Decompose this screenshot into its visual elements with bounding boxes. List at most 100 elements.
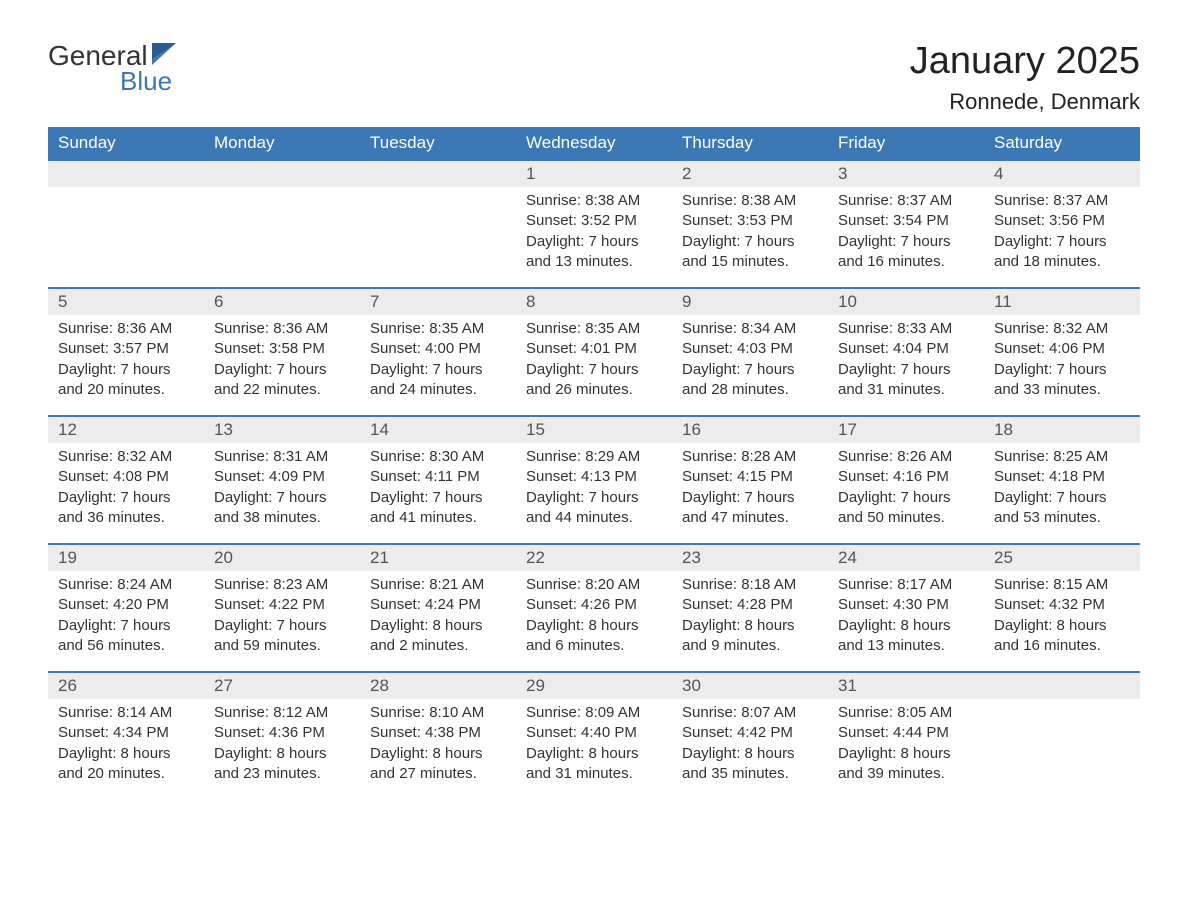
daylight-line: Daylight: 8 hours and 20 minutes. <box>58 744 194 785</box>
daylight-line: Daylight: 7 hours and 22 minutes. <box>214 360 350 401</box>
day-cell: 6Sunrise: 8:36 AMSunset: 3:58 PMDaylight… <box>204 288 360 416</box>
sunrise-line: Sunrise: 8:05 AM <box>838 703 974 723</box>
day-number: 26 <box>48 673 204 699</box>
day-cell: 22Sunrise: 8:20 AMSunset: 4:26 PMDayligh… <box>516 544 672 672</box>
day-number: 27 <box>204 673 360 699</box>
day-body: Sunrise: 8:32 AMSunset: 4:08 PMDaylight:… <box>48 443 204 536</box>
daylight-line: Daylight: 7 hours and 50 minutes. <box>838 488 974 529</box>
sunset-line: Sunset: 4:06 PM <box>994 339 1130 359</box>
day-cell: 19Sunrise: 8:24 AMSunset: 4:20 PMDayligh… <box>48 544 204 672</box>
sunrise-line: Sunrise: 8:18 AM <box>682 575 818 595</box>
sunrise-line: Sunrise: 8:37 AM <box>994 191 1130 211</box>
daylight-line: Daylight: 7 hours and 44 minutes. <box>526 488 662 529</box>
sunset-line: Sunset: 3:53 PM <box>682 211 818 231</box>
day-number: 30 <box>672 673 828 699</box>
daylight-line: Daylight: 7 hours and 59 minutes. <box>214 616 350 657</box>
sunset-line: Sunset: 4:40 PM <box>526 723 662 743</box>
sunset-line: Sunset: 4:30 PM <box>838 595 974 615</box>
day-cell: 10Sunrise: 8:33 AMSunset: 4:04 PMDayligh… <box>828 288 984 416</box>
sunrise-line: Sunrise: 8:32 AM <box>994 319 1130 339</box>
sunset-line: Sunset: 4:15 PM <box>682 467 818 487</box>
day-header: Monday <box>204 127 360 160</box>
day-body: Sunrise: 8:32 AMSunset: 4:06 PMDaylight:… <box>984 315 1140 408</box>
sunrise-line: Sunrise: 8:12 AM <box>214 703 350 723</box>
day-cell <box>204 160 360 288</box>
sunset-line: Sunset: 4:16 PM <box>838 467 974 487</box>
day-body: Sunrise: 8:26 AMSunset: 4:16 PMDaylight:… <box>828 443 984 536</box>
day-cell: 29Sunrise: 8:09 AMSunset: 4:40 PMDayligh… <box>516 672 672 800</box>
sunset-line: Sunset: 4:44 PM <box>838 723 974 743</box>
day-cell: 7Sunrise: 8:35 AMSunset: 4:00 PMDaylight… <box>360 288 516 416</box>
day-body: Sunrise: 8:35 AMSunset: 4:00 PMDaylight:… <box>360 315 516 408</box>
sunset-line: Sunset: 4:36 PM <box>214 723 350 743</box>
day-body: Sunrise: 8:36 AMSunset: 3:58 PMDaylight:… <box>204 315 360 408</box>
day-body: Sunrise: 8:25 AMSunset: 4:18 PMDaylight:… <box>984 443 1140 536</box>
day-cell: 4Sunrise: 8:37 AMSunset: 3:56 PMDaylight… <box>984 160 1140 288</box>
day-cell: 30Sunrise: 8:07 AMSunset: 4:42 PMDayligh… <box>672 672 828 800</box>
daylight-line: Daylight: 7 hours and 31 minutes. <box>838 360 974 401</box>
day-cell: 12Sunrise: 8:32 AMSunset: 4:08 PMDayligh… <box>48 416 204 544</box>
daylight-line: Daylight: 7 hours and 16 minutes. <box>838 232 974 273</box>
day-body: Sunrise: 8:10 AMSunset: 4:38 PMDaylight:… <box>360 699 516 792</box>
day-number: 1 <box>516 161 672 187</box>
daylight-line: Daylight: 7 hours and 33 minutes. <box>994 360 1130 401</box>
sunset-line: Sunset: 4:04 PM <box>838 339 974 359</box>
sunrise-line: Sunrise: 8:37 AM <box>838 191 974 211</box>
day-cell: 9Sunrise: 8:34 AMSunset: 4:03 PMDaylight… <box>672 288 828 416</box>
sunrise-line: Sunrise: 8:14 AM <box>58 703 194 723</box>
day-number: 12 <box>48 417 204 443</box>
daylight-line: Daylight: 8 hours and 13 minutes. <box>838 616 974 657</box>
week-row: 1Sunrise: 8:38 AMSunset: 3:52 PMDaylight… <box>48 160 1140 288</box>
day-number: 31 <box>828 673 984 699</box>
day-body: Sunrise: 8:38 AMSunset: 3:53 PMDaylight:… <box>672 187 828 280</box>
day-cell: 23Sunrise: 8:18 AMSunset: 4:28 PMDayligh… <box>672 544 828 672</box>
daylight-line: Daylight: 7 hours and 24 minutes. <box>370 360 506 401</box>
day-number <box>984 673 1140 699</box>
day-number: 6 <box>204 289 360 315</box>
daylight-line: Daylight: 7 hours and 53 minutes. <box>994 488 1130 529</box>
daylight-line: Daylight: 8 hours and 27 minutes. <box>370 744 506 785</box>
sunset-line: Sunset: 4:22 PM <box>214 595 350 615</box>
day-cell: 26Sunrise: 8:14 AMSunset: 4:34 PMDayligh… <box>48 672 204 800</box>
day-number: 25 <box>984 545 1140 571</box>
day-number: 10 <box>828 289 984 315</box>
day-body: Sunrise: 8:30 AMSunset: 4:11 PMDaylight:… <box>360 443 516 536</box>
day-number: 20 <box>204 545 360 571</box>
day-number: 17 <box>828 417 984 443</box>
day-body: Sunrise: 8:38 AMSunset: 3:52 PMDaylight:… <box>516 187 672 280</box>
day-header: Tuesday <box>360 127 516 160</box>
daylight-line: Daylight: 8 hours and 23 minutes. <box>214 744 350 785</box>
logo: General Blue <box>48 40 184 97</box>
sunrise-line: Sunrise: 8:26 AM <box>838 447 974 467</box>
day-number: 16 <box>672 417 828 443</box>
day-number: 21 <box>360 545 516 571</box>
sunrise-line: Sunrise: 8:20 AM <box>526 575 662 595</box>
day-number <box>48 161 204 187</box>
sunset-line: Sunset: 3:57 PM <box>58 339 194 359</box>
calendar-head: SundayMondayTuesdayWednesdayThursdayFrid… <box>48 127 1140 160</box>
day-body: Sunrise: 8:24 AMSunset: 4:20 PMDaylight:… <box>48 571 204 664</box>
day-cell: 3Sunrise: 8:37 AMSunset: 3:54 PMDaylight… <box>828 160 984 288</box>
daylight-line: Daylight: 8 hours and 39 minutes. <box>838 744 974 785</box>
day-body: Sunrise: 8:21 AMSunset: 4:24 PMDaylight:… <box>360 571 516 664</box>
day-number: 22 <box>516 545 672 571</box>
day-body: Sunrise: 8:28 AMSunset: 4:15 PMDaylight:… <box>672 443 828 536</box>
daylight-line: Daylight: 8 hours and 6 minutes. <box>526 616 662 657</box>
daylight-line: Daylight: 7 hours and 28 minutes. <box>682 360 818 401</box>
day-cell: 14Sunrise: 8:30 AMSunset: 4:11 PMDayligh… <box>360 416 516 544</box>
day-cell: 15Sunrise: 8:29 AMSunset: 4:13 PMDayligh… <box>516 416 672 544</box>
sunset-line: Sunset: 4:08 PM <box>58 467 194 487</box>
sunrise-line: Sunrise: 8:07 AM <box>682 703 818 723</box>
sunrise-line: Sunrise: 8:38 AM <box>526 191 662 211</box>
day-header-row: SundayMondayTuesdayWednesdayThursdayFrid… <box>48 127 1140 160</box>
day-cell: 1Sunrise: 8:38 AMSunset: 3:52 PMDaylight… <box>516 160 672 288</box>
sunset-line: Sunset: 3:56 PM <box>994 211 1130 231</box>
calendar-body: 1Sunrise: 8:38 AMSunset: 3:52 PMDaylight… <box>48 160 1140 800</box>
daylight-line: Daylight: 7 hours and 41 minutes. <box>370 488 506 529</box>
sunset-line: Sunset: 4:09 PM <box>214 467 350 487</box>
daylight-line: Daylight: 8 hours and 16 minutes. <box>994 616 1130 657</box>
day-header: Thursday <box>672 127 828 160</box>
sunrise-line: Sunrise: 8:36 AM <box>214 319 350 339</box>
sunset-line: Sunset: 4:11 PM <box>370 467 506 487</box>
daylight-line: Daylight: 7 hours and 13 minutes. <box>526 232 662 273</box>
